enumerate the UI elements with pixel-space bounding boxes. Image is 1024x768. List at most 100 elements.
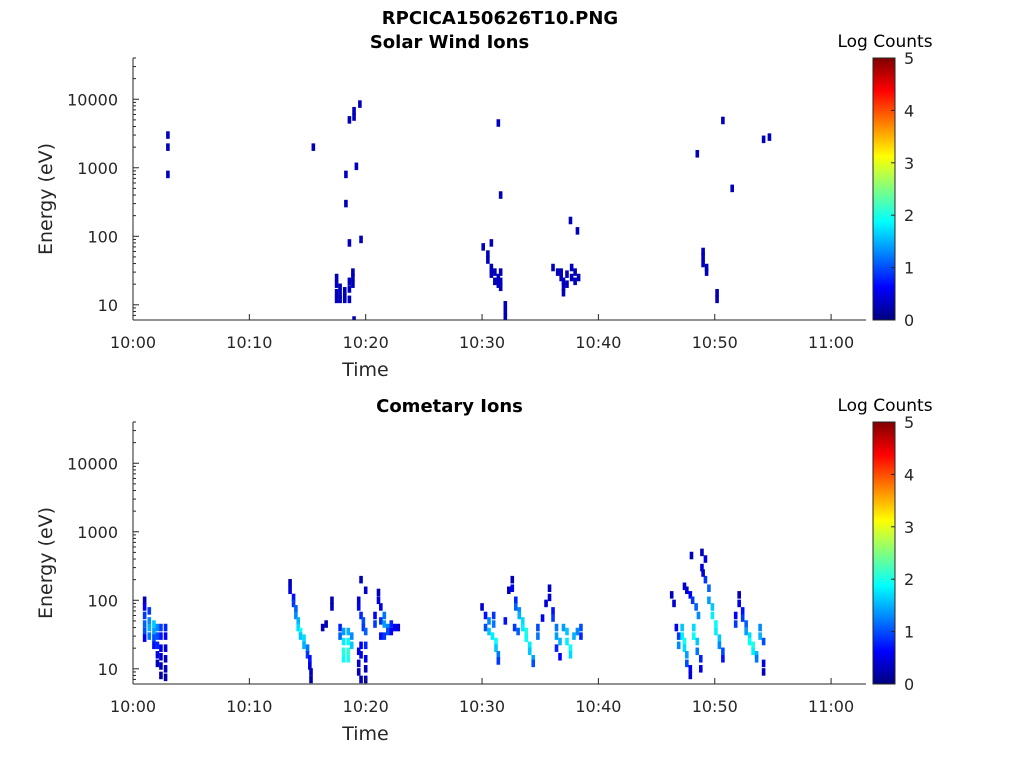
heatmap-cell [152,634,156,642]
heatmap-cell [163,655,168,663]
heatmap-cell [356,668,361,676]
colorbar-tick-label: 4 [904,101,914,120]
heatmap-cell [558,637,562,646]
x-tick-label: 10:30 [459,333,505,352]
heatmap-cell [561,283,566,292]
heatmap-cell [547,584,552,592]
heatmap-cell [490,632,495,640]
heatmap-cell [721,647,725,656]
heatmap-cell [524,627,529,636]
heatmap-cell [155,641,160,650]
heatmap-cell [516,627,520,636]
x-tick-label: 11:00 [808,697,854,716]
y-tick-label: 10 [98,296,118,315]
heatmap-cell [359,641,363,650]
heatmap-cell [346,655,351,663]
heatmap-cell [349,641,354,650]
heatmap-cell [551,614,555,622]
heatmap-cell [373,620,377,628]
heatmap-cell [507,586,511,595]
heatmap-cell [561,623,566,632]
heatmap-cell [688,671,693,680]
colorbar-tick-label: 0 [904,675,914,694]
heatmap-cell [389,620,394,628]
heatmap-cell [692,623,696,632]
heatmap-cell [561,277,566,286]
heatmap-cell [342,287,347,295]
heatmap-cell [379,603,383,611]
y-tick-label: 100 [87,227,118,246]
heatmap-cell [344,170,348,179]
heatmap-cell [579,623,583,632]
x-tick-label: 10:20 [343,333,389,352]
heatmap-cell [701,569,705,577]
heatmap-cell [338,291,342,299]
heatmap-cell [496,119,501,127]
heatmap-cell [744,627,748,636]
heatmap-cell [536,632,540,640]
heatmap-cell [309,675,313,684]
heatmap-cell [527,641,532,650]
heatmap-cells [142,548,766,684]
heatmap-cell [704,263,709,272]
heatmap-cell [487,627,491,636]
y-tick-label: 1000 [77,159,118,178]
heatmap-cell [147,623,152,632]
heatmap-cell [159,623,163,632]
heatmap-cell [568,651,573,659]
heatmap-cell [152,641,156,650]
heatmap-cell [520,617,525,625]
heatmap-cell [494,637,498,646]
colorbar-tick-label: 2 [904,206,914,225]
heatmap-cell [294,611,298,620]
x-tick-label: 10:40 [575,697,621,716]
heatmap-cell [496,280,501,288]
heatmap-cell [573,277,577,286]
heatmap-cell [359,611,363,620]
heatmap-cell [674,623,679,632]
heatmap-cell [347,277,352,286]
heatmap-cell [690,596,695,605]
heatmap-cell [531,659,536,668]
heatmap-cell [347,239,352,247]
heatmap-cell [392,623,397,632]
heatmap-cell [147,617,152,625]
heatmap-cell [305,651,310,659]
heatmap-cell [382,611,387,620]
heatmap-cell [296,623,301,632]
heatmap-cell [302,641,306,650]
heatmap-cell [692,632,696,640]
heatmap-cell [159,662,163,670]
heatmap-cell [347,295,352,304]
heatmap-cell [379,617,383,625]
heatmap-cell [288,586,292,595]
colorbar-tick-label: 3 [904,518,914,537]
heatmap-cell [163,632,168,640]
heatmap-cell [503,313,508,320]
heatmap-cell [493,268,497,276]
heatmap-cell [358,100,362,108]
x-tick-label: 10:50 [692,697,738,716]
heatmap-cell [155,632,160,640]
x-tick-label: 10:00 [110,333,156,352]
heatmap-cell [159,632,163,640]
heatmap-cell [730,184,734,193]
heatmap-cell [324,620,328,628]
heatmap-cell [695,150,700,158]
heatmap-cell [685,586,689,595]
heatmap-cell [481,243,486,251]
heatmap-cell [761,637,766,646]
heatmap-cell [341,647,346,656]
figure-title: RPCICA150626T10.PNG [382,8,618,29]
heatmap-cell [166,143,170,151]
heatmap-cell [565,270,569,278]
heatmap-cell [536,623,540,632]
heatmap-cell [166,131,170,139]
heatmap-cell [489,263,494,272]
heatmap-cell [342,295,347,304]
heatmap-cell [559,273,563,282]
heatmap-cell [547,593,552,602]
colorbar-tick-label: 4 [904,465,914,484]
heatmap-cell [147,607,152,615]
heatmap-cell [733,620,738,628]
